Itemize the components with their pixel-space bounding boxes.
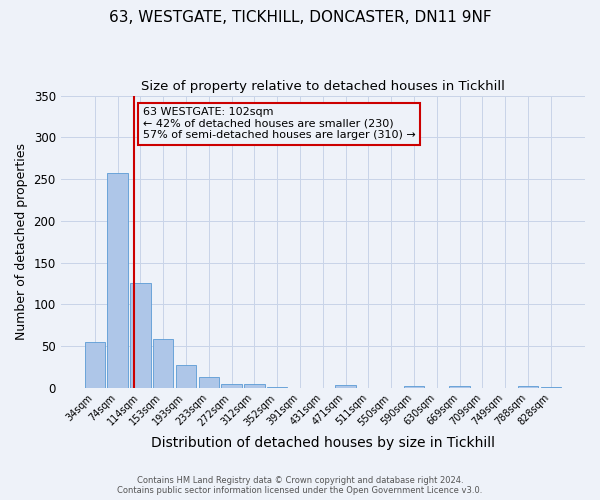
Title: Size of property relative to detached houses in Tickhill: Size of property relative to detached ho… xyxy=(141,80,505,93)
Bar xyxy=(130,282,151,388)
Text: Contains HM Land Registry data © Crown copyright and database right 2024.
Contai: Contains HM Land Registry data © Crown c… xyxy=(118,476,482,495)
Text: 63 WESTGATE: 102sqm
← 42% of detached houses are smaller (230)
57% of semi-detac: 63 WESTGATE: 102sqm ← 42% of detached ho… xyxy=(143,107,415,140)
Bar xyxy=(244,384,265,388)
Bar xyxy=(176,366,196,388)
Bar xyxy=(335,386,356,388)
Bar xyxy=(221,384,242,388)
Bar xyxy=(518,386,538,388)
Text: 63, WESTGATE, TICKHILL, DONCASTER, DN11 9NF: 63, WESTGATE, TICKHILL, DONCASTER, DN11 … xyxy=(109,10,491,25)
Bar xyxy=(199,377,219,388)
Bar xyxy=(85,342,105,388)
Bar xyxy=(541,387,561,388)
Bar xyxy=(267,387,287,388)
Bar xyxy=(404,386,424,388)
Y-axis label: Number of detached properties: Number of detached properties xyxy=(15,143,28,340)
Bar xyxy=(107,173,128,388)
Bar xyxy=(153,340,173,388)
X-axis label: Distribution of detached houses by size in Tickhill: Distribution of detached houses by size … xyxy=(151,436,495,450)
Bar xyxy=(449,386,470,388)
